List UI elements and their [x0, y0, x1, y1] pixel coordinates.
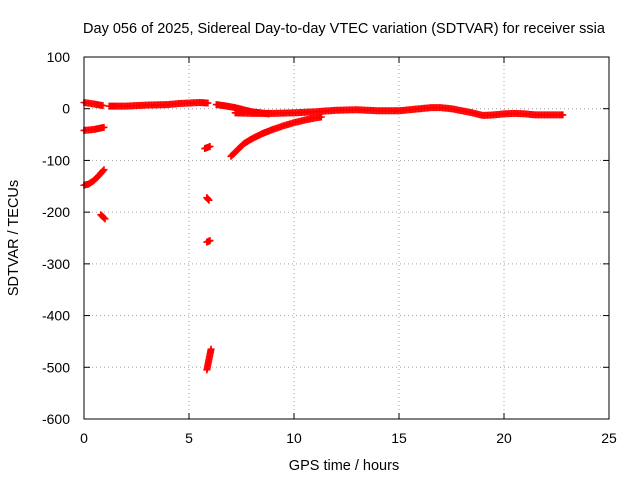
y-tick-label: -100 — [42, 152, 70, 168]
data-point — [99, 167, 107, 175]
series-segment — [203, 345, 215, 374]
y-axis-label: SDTVAR / TECUs — [6, 180, 22, 296]
series-segment — [203, 194, 213, 204]
data-point — [100, 166, 108, 174]
axis-ticks: 0 5 10 15 20 25 -600 -500 -400 -300 -200 -100 0 100 — [42, 49, 617, 446]
data-point — [205, 196, 213, 204]
x-axis-label: GPS time / hours — [289, 458, 399, 474]
data-point — [206, 237, 214, 245]
plot-frame — [83, 56, 610, 420]
series-segment — [231, 104, 567, 119]
series-segment — [203, 237, 214, 246]
series-segment — [80, 99, 107, 110]
y-tick-label: -400 — [42, 308, 70, 324]
chart-title: Day 056 of 2025, Sidereal Day-to-day VTE… — [83, 21, 606, 37]
series-segment — [80, 166, 108, 189]
data-point — [207, 345, 215, 353]
data-point — [206, 142, 214, 150]
data-point — [100, 123, 108, 131]
y-tick-label: -200 — [42, 204, 70, 220]
y-tick-label: 0 — [62, 101, 70, 117]
y-tick-label: -300 — [42, 256, 70, 272]
x-tick-label: 15 — [391, 430, 407, 446]
data-point — [204, 99, 212, 107]
data-point — [101, 215, 109, 223]
series-segment — [201, 142, 214, 153]
x-tick-label: 25 — [601, 430, 617, 446]
y-tick-label: 100 — [47, 49, 71, 65]
series-segment — [97, 211, 109, 223]
data-marks — [80, 99, 567, 374]
x-tick-label: 10 — [286, 430, 302, 446]
series-segment — [227, 113, 325, 160]
series-segment — [105, 99, 212, 110]
data-point — [559, 111, 567, 119]
y-tick-label: -500 — [42, 359, 70, 375]
x-tick-label: 0 — [80, 430, 88, 446]
data-point — [100, 214, 108, 222]
x-tick-label: 5 — [185, 430, 193, 446]
x-tick-label: 20 — [496, 430, 512, 446]
y-tick-label: -600 — [42, 411, 70, 427]
data-point — [99, 102, 107, 110]
series-segment — [80, 123, 108, 134]
data-point — [317, 113, 325, 121]
